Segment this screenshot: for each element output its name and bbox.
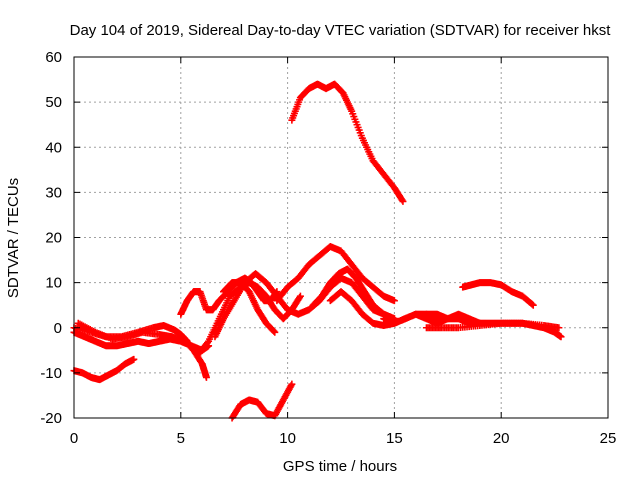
y-tick-label: 0 (54, 320, 62, 337)
data-point (288, 380, 296, 388)
x-tick-label: 25 (600, 430, 617, 447)
series-arc-n (288, 80, 407, 205)
x-tick-label: 20 (493, 430, 510, 447)
y-tick-label: 30 (45, 184, 62, 201)
x-tick-label: 10 (279, 430, 296, 447)
data-point (399, 197, 407, 205)
data-point (202, 373, 210, 381)
series-arc-h (220, 279, 279, 336)
grid (74, 57, 608, 418)
y-tick-label: 40 (45, 139, 62, 156)
series-arc-d (70, 355, 138, 384)
x-tick-label: 0 (70, 430, 78, 447)
data-point (296, 292, 304, 300)
data-layer (70, 80, 565, 422)
data-point (529, 301, 537, 309)
data-point (390, 297, 398, 305)
data-point (271, 328, 279, 336)
series-arc-r (459, 279, 537, 309)
series-arc-i (228, 380, 296, 422)
x-tick-label: 15 (386, 430, 403, 447)
x-axis-label: GPS time / hours (283, 458, 397, 475)
chart-title: Day 104 of 2019, Sidereal Day-to-day VTE… (70, 22, 612, 39)
x-tick-label: 5 (177, 430, 185, 447)
y-tick-label: -10 (40, 365, 62, 382)
y-tick-label: 10 (45, 275, 62, 292)
data-point (557, 333, 565, 341)
data-point (204, 339, 211, 347)
series-arc-j (273, 243, 398, 305)
data-point (270, 327, 278, 335)
y-axis-label: SDTVAR / TECUs (5, 178, 22, 298)
series-arc-q (422, 319, 563, 332)
data-point (130, 355, 138, 363)
ticks: 0 5 10 15 20 25 -20 -10 0 10 20 30 40 50 60 (40, 49, 616, 447)
y-tick-label: 50 (45, 94, 62, 111)
data-point (555, 324, 563, 332)
series-arc-c (74, 319, 210, 381)
series-arc-l (309, 265, 398, 323)
data-point (296, 294, 304, 302)
y-tick-label: 20 (45, 230, 62, 247)
y-tick-label: 60 (45, 49, 62, 66)
y-tick-label: -20 (40, 410, 62, 427)
data-point (398, 196, 406, 204)
data-point (528, 300, 536, 308)
